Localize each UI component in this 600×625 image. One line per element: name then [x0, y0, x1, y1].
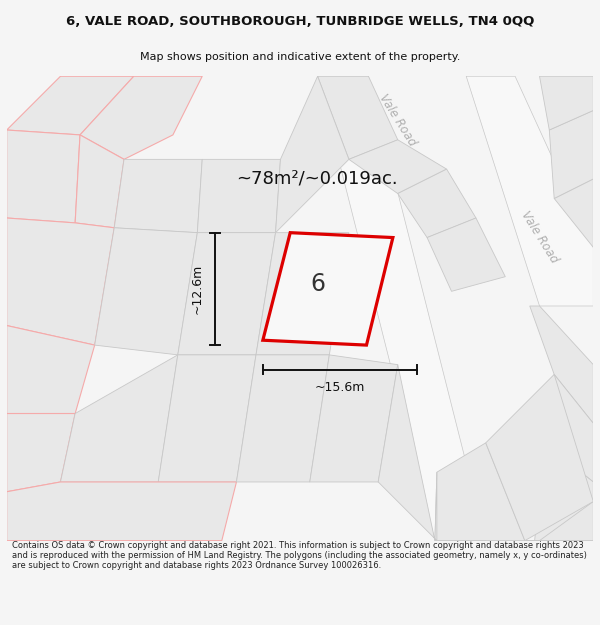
- Polygon shape: [398, 169, 476, 238]
- Polygon shape: [158, 355, 256, 482]
- Polygon shape: [535, 443, 593, 541]
- Text: Contains OS data © Crown copyright and database right 2021. This information is : Contains OS data © Crown copyright and d…: [12, 541, 587, 571]
- Polygon shape: [80, 76, 202, 159]
- Text: ~15.6m: ~15.6m: [315, 381, 365, 394]
- Text: Vale Road: Vale Road: [377, 92, 419, 149]
- Polygon shape: [486, 374, 593, 541]
- Text: ~78m²/~0.019ac.: ~78m²/~0.019ac.: [236, 170, 398, 188]
- Polygon shape: [7, 218, 114, 345]
- Polygon shape: [349, 140, 446, 194]
- Polygon shape: [378, 364, 437, 541]
- Polygon shape: [7, 76, 134, 135]
- Polygon shape: [7, 414, 75, 492]
- Polygon shape: [544, 374, 593, 482]
- Polygon shape: [466, 76, 593, 306]
- Polygon shape: [7, 326, 95, 414]
- Polygon shape: [263, 232, 393, 345]
- Polygon shape: [236, 355, 329, 482]
- Polygon shape: [197, 159, 280, 232]
- Polygon shape: [7, 130, 80, 223]
- Polygon shape: [549, 111, 593, 199]
- Polygon shape: [554, 179, 593, 248]
- Polygon shape: [317, 76, 398, 159]
- Polygon shape: [7, 482, 236, 541]
- Polygon shape: [525, 501, 593, 541]
- Polygon shape: [530, 306, 593, 423]
- Text: ~12.6m: ~12.6m: [191, 264, 204, 314]
- Text: 6, VALE ROAD, SOUTHBOROUGH, TUNBRIDGE WELLS, TN4 0QQ: 6, VALE ROAD, SOUTHBOROUGH, TUNBRIDGE WE…: [66, 15, 534, 28]
- Text: Vale Road: Vale Road: [518, 209, 560, 266]
- Polygon shape: [310, 355, 398, 482]
- Text: 6: 6: [311, 272, 326, 296]
- Polygon shape: [61, 355, 178, 482]
- Polygon shape: [435, 443, 525, 541]
- Polygon shape: [317, 76, 486, 541]
- Polygon shape: [114, 159, 202, 232]
- Polygon shape: [95, 228, 197, 355]
- Polygon shape: [75, 135, 124, 228]
- Polygon shape: [275, 76, 349, 232]
- Polygon shape: [427, 218, 505, 291]
- Polygon shape: [178, 232, 275, 355]
- Polygon shape: [256, 232, 349, 355]
- Polygon shape: [539, 76, 593, 130]
- Text: Map shows position and indicative extent of the property.: Map shows position and indicative extent…: [140, 52, 460, 62]
